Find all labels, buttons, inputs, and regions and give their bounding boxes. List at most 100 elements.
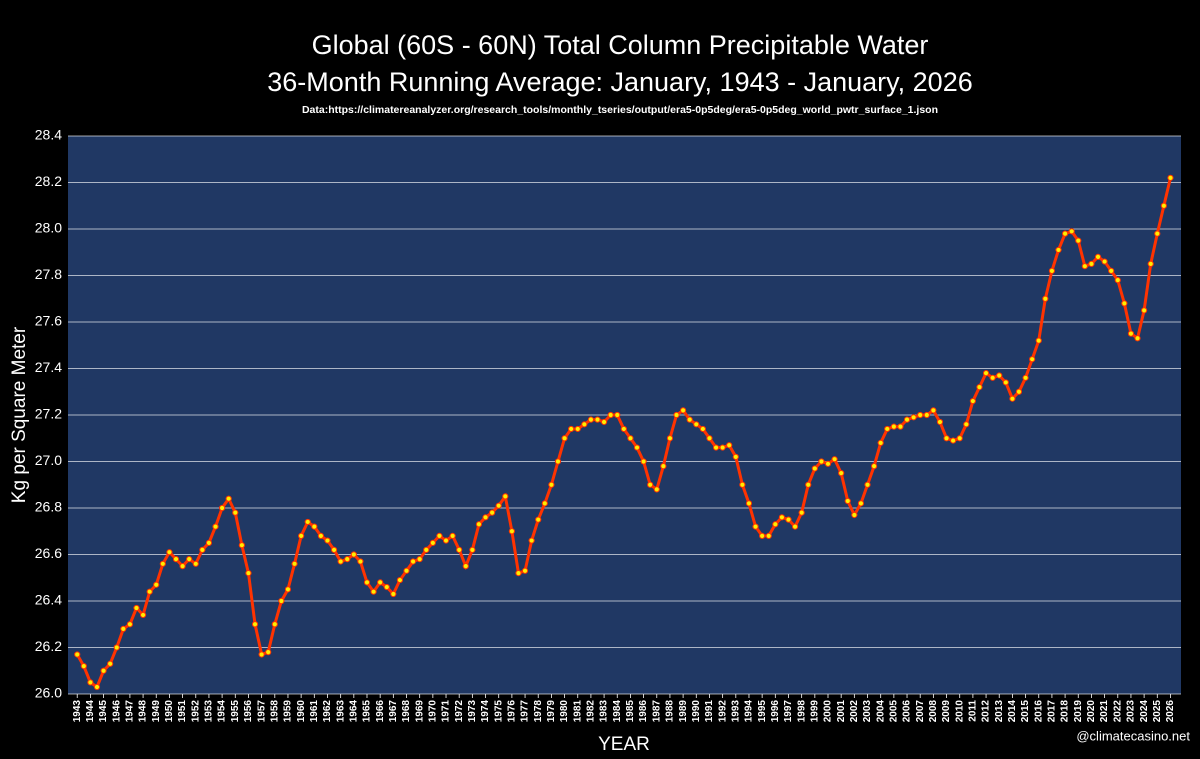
point (877, 439, 884, 446)
point (541, 500, 548, 507)
point (614, 411, 621, 419)
point (798, 509, 805, 516)
point (607, 411, 614, 419)
point (917, 411, 924, 419)
point (469, 546, 476, 553)
point (265, 649, 272, 656)
point (943, 435, 950, 442)
point (363, 579, 371, 586)
y-tick-label: 27.8 (35, 266, 62, 282)
point (1127, 330, 1135, 337)
x-tick-label: 2000 (823, 700, 834, 723)
x-tick-label: 1966 (375, 700, 386, 723)
x-tick-label: 1964 (348, 700, 359, 723)
point (686, 416, 693, 423)
y-tick-label: 26.8 (35, 499, 62, 515)
point (1015, 388, 1023, 395)
point (884, 425, 891, 433)
x-tick-label: 1983 (599, 700, 610, 723)
x-tick-label: 2011 (968, 700, 979, 722)
x-tick-label: 1974 (480, 700, 491, 723)
point (337, 558, 344, 565)
point (936, 418, 944, 426)
x-tick-label: 1954 (217, 700, 228, 723)
point (824, 460, 832, 467)
x-tick-label: 1961 (309, 700, 320, 723)
point (745, 500, 753, 507)
point (535, 516, 542, 523)
point (627, 435, 634, 442)
point (976, 384, 983, 391)
x-tick-label: 2016 (1033, 700, 1044, 723)
x-tick-label: 1948 (138, 700, 149, 723)
point (950, 437, 957, 444)
x-tick-label: 2020 (1086, 700, 1097, 723)
x-tick-label: 1973 (467, 700, 478, 723)
point (726, 442, 733, 449)
point (1061, 230, 1069, 237)
point (317, 532, 324, 540)
point (482, 514, 489, 521)
point (245, 570, 252, 577)
point (495, 502, 502, 509)
y-tick-label: 27.4 (35, 359, 62, 375)
point (429, 539, 436, 546)
point (1081, 263, 1088, 270)
x-tick-label: 1978 (533, 700, 544, 723)
x-tick-label: 2026 (1165, 700, 1176, 723)
point (489, 509, 496, 516)
point (179, 563, 186, 570)
point (383, 583, 390, 591)
x-tick-label: 1980 (559, 700, 570, 723)
x-tick-label: 2010 (954, 700, 965, 723)
point (633, 444, 641, 451)
point (1121, 300, 1128, 307)
point (278, 597, 285, 605)
point (871, 463, 878, 470)
y-tick-label: 28.2 (35, 173, 62, 189)
x-tick-label: 1962 (322, 700, 333, 723)
point (1114, 277, 1121, 284)
point (291, 560, 298, 567)
point (139, 611, 147, 619)
point (153, 581, 160, 588)
x-tick-label: 2003 (862, 700, 873, 723)
point (1055, 246, 1062, 254)
x-tick-label: 1946 (111, 700, 122, 723)
point (377, 579, 384, 586)
point (864, 481, 871, 488)
point (653, 486, 660, 493)
point (890, 423, 897, 430)
y-tick-label: 28.0 (35, 220, 62, 236)
x-tick-label: 1982 (586, 700, 597, 723)
data-source: Data:https://climatereanalyzer.org/resea… (302, 104, 938, 116)
x-tick-label: 1972 (454, 700, 465, 723)
x-tick-label: 2025 (1152, 700, 1163, 723)
point (1029, 356, 1036, 363)
point (600, 418, 608, 426)
point (989, 374, 996, 381)
point (324, 537, 331, 544)
point (765, 532, 772, 540)
point (258, 651, 265, 658)
point (298, 532, 305, 540)
x-tick-label: 1957 (256, 700, 267, 723)
y-tick-label: 27.0 (35, 452, 62, 468)
point (423, 546, 430, 553)
point (963, 421, 970, 428)
x-tick-label: 2002 (849, 700, 860, 723)
x-tick-label: 1981 (572, 700, 583, 723)
x-tick-label: 1958 (269, 700, 280, 723)
point (857, 500, 865, 507)
point (982, 370, 990, 377)
x-tick-label: 2005 (888, 700, 899, 723)
x-tick-label: 1998 (796, 700, 807, 723)
x-tick-label: 1950 (164, 700, 175, 723)
point (370, 588, 377, 595)
point (561, 435, 568, 442)
x-tick-label: 1945 (98, 700, 109, 723)
point (785, 516, 792, 523)
point (120, 625, 127, 633)
point (1147, 260, 1154, 267)
y-tick-label: 28.4 (35, 127, 62, 143)
